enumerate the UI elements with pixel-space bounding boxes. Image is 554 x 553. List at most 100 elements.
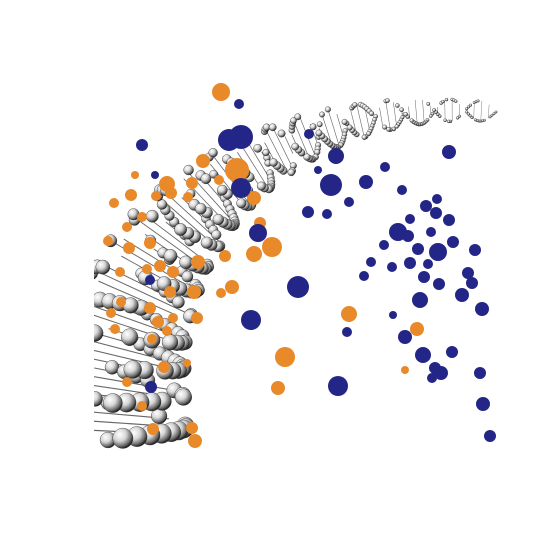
helix-bead xyxy=(386,126,391,132)
helix-bead xyxy=(174,388,192,406)
orange-dot xyxy=(214,175,224,185)
helix-bead xyxy=(309,123,317,131)
helix-bead xyxy=(446,119,451,124)
helix-rung xyxy=(293,120,310,159)
helix-bead xyxy=(456,116,460,120)
navy-dot xyxy=(474,367,486,379)
helix-bead xyxy=(67,299,81,313)
navy-dot xyxy=(469,244,481,256)
helix-bead xyxy=(37,417,54,434)
helix-bead xyxy=(324,106,331,113)
navy-dot xyxy=(322,209,332,219)
helix-bead xyxy=(103,393,123,413)
orange-dot xyxy=(168,313,178,323)
helix-bead xyxy=(200,236,213,249)
helix-rung xyxy=(414,99,418,125)
navy-dot xyxy=(412,292,428,308)
helix-rung xyxy=(385,101,391,130)
dna-double-helix xyxy=(35,97,498,449)
navy-dot xyxy=(302,206,314,218)
helix-bead xyxy=(291,142,300,151)
helix-rung xyxy=(94,314,178,344)
navy-dot xyxy=(446,346,458,358)
helix-bead xyxy=(121,328,139,346)
navy-dot xyxy=(328,376,348,396)
navy-dot xyxy=(420,200,432,212)
helix-bead xyxy=(39,373,55,389)
orange-dot xyxy=(191,312,203,324)
orange-dot xyxy=(196,154,210,168)
helix-bead xyxy=(368,110,375,117)
orange-dot xyxy=(125,189,137,201)
helix-bead xyxy=(172,295,185,309)
helix-bead xyxy=(277,129,286,138)
orange-dot xyxy=(110,324,120,334)
navy-dot xyxy=(466,277,478,289)
helix-bead xyxy=(262,148,270,157)
orange-dot xyxy=(191,255,205,269)
helix-bead xyxy=(253,143,263,153)
helix-bead xyxy=(444,97,449,102)
orange-dot xyxy=(188,434,202,448)
helix-bead xyxy=(112,427,134,449)
navy-dot xyxy=(320,174,342,196)
navy-dot xyxy=(475,302,489,316)
helix-bead xyxy=(47,420,63,436)
helix-rung xyxy=(422,99,425,123)
orange-dot xyxy=(186,422,198,434)
orange-dot xyxy=(147,423,159,435)
navy-dot xyxy=(426,227,436,237)
helix-bead xyxy=(256,181,266,191)
navy-dot xyxy=(151,171,159,179)
helix-rung xyxy=(94,269,192,316)
helix-bead xyxy=(492,112,496,116)
orange-dot xyxy=(186,177,198,189)
navy-dot xyxy=(359,175,373,189)
helix-rung xyxy=(356,104,365,138)
helix-rung xyxy=(98,280,178,317)
orange-dot xyxy=(122,377,132,387)
helix-bead xyxy=(395,103,400,108)
orange-dot xyxy=(131,171,139,179)
orange-dot xyxy=(152,316,164,328)
helix-bead xyxy=(490,113,494,117)
helix-bead xyxy=(163,249,178,263)
navy-dot xyxy=(314,166,322,174)
orange-dot xyxy=(137,401,147,411)
orange-dot xyxy=(247,191,261,205)
orange-dot xyxy=(164,286,176,298)
helix-rung xyxy=(265,128,289,174)
helix-bead xyxy=(217,184,228,196)
helix-rung xyxy=(473,102,475,119)
navy-dot xyxy=(462,267,474,279)
navy-dot xyxy=(484,430,496,442)
helix-bead xyxy=(45,377,61,393)
orange-dot xyxy=(183,192,193,202)
helix-bead xyxy=(352,102,358,108)
navy-dot xyxy=(423,259,433,269)
orange-dot xyxy=(123,242,135,254)
helix-bead xyxy=(382,124,388,130)
orange-dot xyxy=(122,222,132,232)
orange-dot xyxy=(219,250,231,262)
navy-dot xyxy=(304,129,314,139)
orange-dot xyxy=(106,308,116,318)
navy-dot xyxy=(434,366,448,380)
navy-dot xyxy=(430,207,442,219)
helix-rung xyxy=(321,114,333,146)
navy-dot xyxy=(145,275,155,285)
navy-dot xyxy=(432,194,442,204)
orange-dot xyxy=(271,381,285,395)
orange-dot xyxy=(115,267,125,277)
navy-dot xyxy=(145,381,157,393)
helix-bead xyxy=(65,294,80,309)
orange-dot xyxy=(142,264,152,274)
helix-bead xyxy=(287,168,296,177)
helix-bead xyxy=(494,110,498,114)
helix-bead xyxy=(394,124,399,129)
navy-dot xyxy=(455,288,469,302)
orange-dot xyxy=(158,361,170,373)
helix-bead xyxy=(35,370,51,386)
